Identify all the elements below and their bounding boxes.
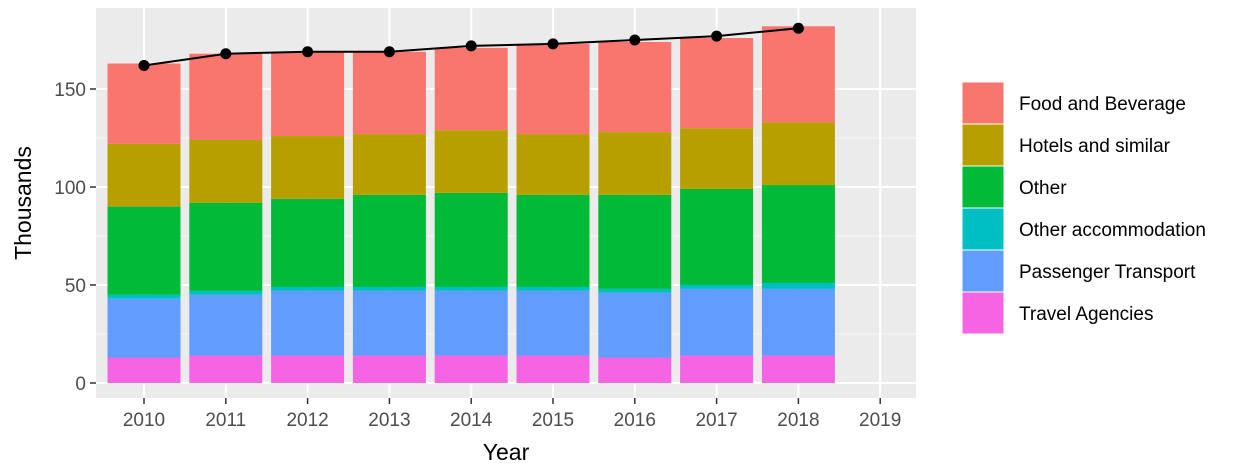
bar-segment xyxy=(680,128,754,189)
bar-segment xyxy=(516,194,590,287)
total-line-point xyxy=(547,38,559,50)
bar-segment xyxy=(271,136,345,199)
bar-segment xyxy=(271,286,345,291)
bar-segment xyxy=(680,355,754,383)
bar-segment xyxy=(352,355,426,383)
total-line-point xyxy=(465,40,477,52)
bar-segment xyxy=(598,194,672,289)
bar-segment xyxy=(761,283,835,289)
legend-key xyxy=(961,165,1005,209)
x-tick-label: 2017 xyxy=(695,410,737,431)
y-axis-title: Thousands xyxy=(10,146,36,260)
y-tick-label: 0 xyxy=(75,374,86,395)
legend-label: Travel Agencies xyxy=(1019,304,1153,325)
bar-segment xyxy=(189,202,263,291)
bar-segment xyxy=(352,286,426,291)
bar-segment xyxy=(434,192,508,287)
x-axis-title: Year xyxy=(483,439,530,465)
total-line-point xyxy=(383,46,395,58)
bar-segment xyxy=(761,288,835,356)
x-tick-label: 2018 xyxy=(777,410,819,431)
bar-segment xyxy=(189,294,263,356)
bar-segment xyxy=(107,294,181,299)
bar-segment xyxy=(598,41,672,133)
bar-segment xyxy=(271,355,345,383)
bar-segment xyxy=(598,288,672,293)
bar-segment xyxy=(516,286,590,291)
bar-segment xyxy=(352,290,426,356)
bar-segment xyxy=(761,122,835,186)
bar-segment xyxy=(107,143,181,207)
legend-key xyxy=(961,207,1005,251)
total-line-point xyxy=(220,48,232,60)
bar-segment xyxy=(271,290,345,356)
bar-segment xyxy=(107,357,181,383)
x-tick-label: 2016 xyxy=(614,410,656,431)
bar-segment xyxy=(189,53,263,140)
x-tick-label: 2011 xyxy=(205,410,246,431)
legend-key xyxy=(961,249,1005,293)
bar-segment xyxy=(434,286,508,291)
bar-segment xyxy=(680,288,754,356)
bar-segment xyxy=(680,285,754,289)
bar-segment xyxy=(680,38,754,129)
legend-label: Other accommodation xyxy=(1019,220,1206,241)
legend-label: Other xyxy=(1019,178,1067,199)
legend-key xyxy=(961,81,1005,125)
legend: Food and Beverage Hotels and similar Other… xyxy=(961,81,1206,335)
total-line-point xyxy=(629,34,641,46)
bar-segment xyxy=(434,47,508,131)
bar-stacks xyxy=(107,26,835,383)
bar-segment xyxy=(598,132,672,195)
bar-segment xyxy=(516,355,590,383)
bar-segment xyxy=(434,290,508,356)
x-axis: 2010 2011 2012 2013 2014 2015 2016 2017 2018 2019 xyxy=(123,398,901,431)
bar-segment xyxy=(352,134,426,195)
bar-segment xyxy=(598,292,672,358)
bar-segment xyxy=(271,198,345,287)
bar-segment xyxy=(680,188,754,285)
bar-segment xyxy=(189,355,263,383)
bar-segment xyxy=(107,63,181,144)
y-tick-label: 50 xyxy=(65,276,86,297)
bar-segment xyxy=(271,51,345,137)
y-axis: 0 50 100 150 xyxy=(54,80,96,395)
legend-label: Hotels and similar xyxy=(1019,136,1171,157)
bar-segment xyxy=(761,26,835,123)
x-tick-label: 2012 xyxy=(286,410,328,431)
bar-segment xyxy=(761,355,835,383)
legend-label: Passenger Transport xyxy=(1019,262,1196,283)
legend-key xyxy=(961,123,1005,167)
x-tick-label: 2010 xyxy=(123,410,165,431)
total-line-point xyxy=(302,46,314,58)
bar-segment xyxy=(434,355,508,383)
total-line-point xyxy=(792,22,804,34)
y-tick-label: 100 xyxy=(54,178,86,199)
total-line-point xyxy=(711,30,723,42)
bar-segment xyxy=(189,290,263,295)
x-tick-label: 2015 xyxy=(532,410,574,431)
legend-key xyxy=(961,291,1005,335)
bar-segment xyxy=(516,43,590,135)
bar-segment xyxy=(352,51,426,135)
bar-segment xyxy=(761,185,835,284)
bar-segment xyxy=(352,194,426,287)
bar-segment xyxy=(434,130,508,193)
total-line xyxy=(138,22,804,71)
bar-segment xyxy=(107,206,181,295)
bar-segment xyxy=(516,290,590,356)
bar-segment xyxy=(598,357,672,383)
y-tick-label: 150 xyxy=(54,80,86,101)
x-tick-label: 2019 xyxy=(859,410,901,431)
bar-segment xyxy=(107,298,181,358)
total-line-point xyxy=(138,59,150,71)
x-tick-label: 2014 xyxy=(450,410,493,431)
legend-label: Food and Beverage xyxy=(1019,94,1186,115)
bar-segment xyxy=(516,134,590,195)
bar-segment xyxy=(189,139,263,203)
x-tick-label: 2013 xyxy=(368,410,410,431)
